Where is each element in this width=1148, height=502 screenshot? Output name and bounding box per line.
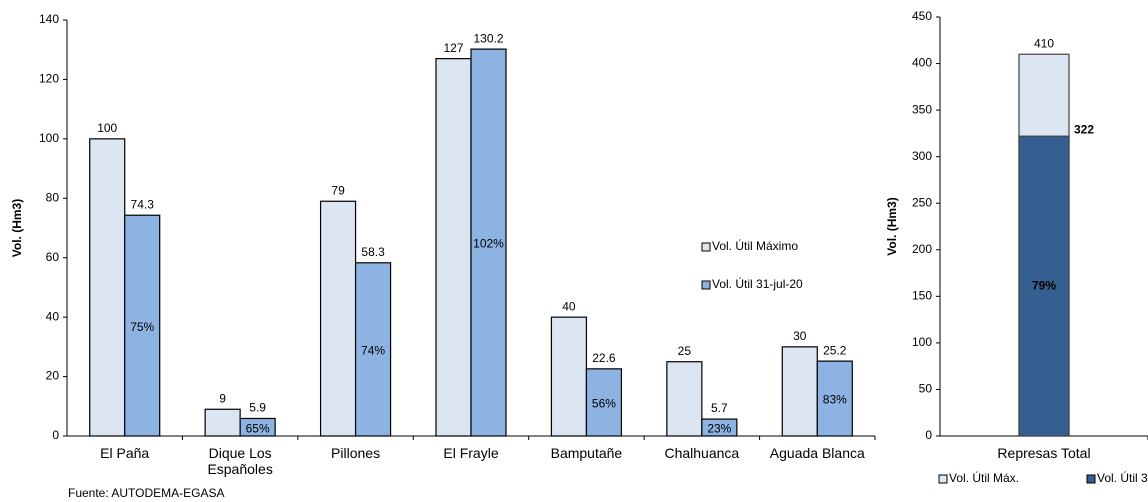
value-label: 25.2: [823, 343, 847, 357]
value-label: 9: [219, 391, 226, 405]
value-label: 79: [331, 183, 345, 197]
x-tick-label: Aguada Blanca: [769, 445, 865, 461]
bar: [666, 361, 703, 437]
percent-label: 23%: [707, 422, 731, 436]
percent-label: 56%: [592, 397, 616, 411]
bar: [470, 48, 507, 437]
value-label: 322: [1074, 122, 1094, 136]
bar: [816, 360, 853, 437]
value-label: 5.9: [249, 401, 266, 415]
y-tick-label: 150: [912, 289, 932, 303]
x-tick-label: Represas Total: [997, 445, 1091, 461]
value-label: 410: [1034, 36, 1054, 50]
percent-label: 79%: [1032, 278, 1056, 292]
y-tick-label: 400: [912, 56, 932, 70]
y-tick-label: 140: [39, 12, 59, 26]
y-tick-label: 450: [912, 9, 932, 23]
percent-label: 65%: [246, 421, 270, 435]
y-tick-label: 80: [46, 190, 60, 204]
bar: [550, 316, 588, 437]
bar: [89, 138, 126, 437]
y-tick-label: 50: [919, 382, 933, 396]
y-tick-label: 20: [46, 369, 60, 383]
source-note: Fuente: AUTODEMA-EGASA: [68, 486, 225, 500]
value-label: 74.3: [131, 197, 155, 211]
y-tick-label: 100: [39, 131, 59, 145]
legend-label: Vol. Útil Máximo: [712, 238, 798, 253]
value-label: 22.6: [592, 351, 616, 365]
y-tick-label: 0: [52, 428, 59, 442]
y-axis-title: Vol. (Hm3): [885, 197, 899, 255]
value-label: 5.7: [711, 401, 728, 415]
x-tick-label: El Paña: [100, 445, 150, 461]
legend-label: Vol. Útil 31-jul-20: [1097, 470, 1148, 485]
x-tick-label: Bamputañe: [550, 445, 623, 461]
bar: [319, 200, 357, 437]
value-label: 127: [443, 41, 463, 55]
legend-swatch: [701, 242, 711, 252]
percent-label: 102%: [473, 237, 504, 251]
bar: [585, 368, 623, 437]
bar: [239, 417, 276, 437]
value-label: 40: [562, 299, 576, 313]
bar: [204, 408, 241, 437]
x-tick-label: Chalhuanca: [664, 445, 740, 461]
value-label: 100: [97, 121, 117, 135]
percent-label: 74%: [361, 344, 385, 358]
y-tick-label: 60: [46, 250, 60, 264]
y-tick-label: 350: [912, 102, 932, 116]
legend-swatch: [1086, 474, 1096, 484]
y-tick-label: 0: [925, 428, 932, 442]
bar: [354, 262, 392, 437]
y-tick-label: 300: [912, 149, 932, 163]
legend-swatch: [938, 474, 948, 484]
percent-label: 75%: [130, 320, 154, 334]
y-tick-label: 250: [912, 195, 932, 209]
y-axis-title: Vol. (Hm3): [10, 199, 24, 257]
y-tick-label: 120: [39, 72, 59, 86]
y-tick-label: 200: [912, 242, 932, 256]
value-label: 25: [678, 344, 692, 358]
x-tick-label: El Frayle: [443, 445, 499, 461]
x-tick-label: Pillones: [331, 445, 381, 461]
bar: [781, 346, 818, 437]
value-label: 30: [793, 329, 807, 343]
value-label: 130.2: [473, 31, 503, 45]
x-tick-label: Dique Los Españoles: [207, 445, 273, 477]
percent-label: 83%: [823, 393, 847, 407]
bar: [701, 418, 738, 437]
bar: [1018, 135, 1070, 437]
bar: [124, 214, 161, 437]
bar: [435, 58, 472, 437]
value-label: 58.3: [361, 245, 385, 259]
y-tick-label: 100: [912, 335, 932, 349]
legend-label: Vol. Útil Máx.: [949, 470, 1019, 485]
legend-swatch: [701, 280, 711, 290]
y-tick-label: 40: [46, 309, 60, 323]
legend-label: Vol. Útil 31-jul-20: [712, 276, 803, 291]
